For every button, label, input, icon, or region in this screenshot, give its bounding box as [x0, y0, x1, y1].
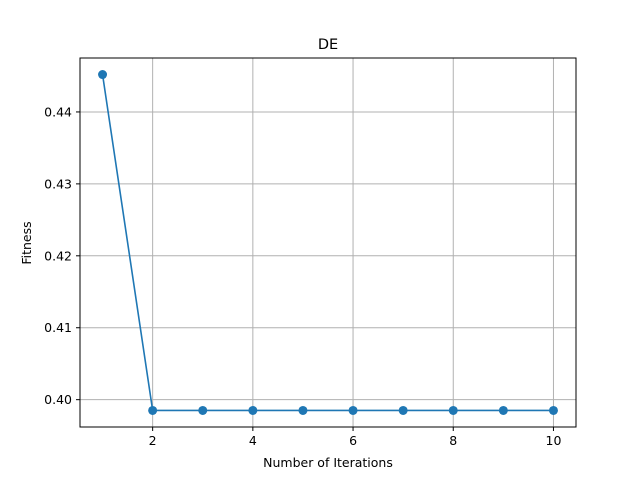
grid — [80, 58, 576, 427]
y-tick-label: 0.44 — [44, 104, 72, 119]
data-point — [348, 405, 358, 415]
y-axis-label: Fitness — [19, 221, 34, 264]
data-point — [548, 405, 558, 415]
y-tick-label: 0.41 — [44, 320, 72, 335]
data-point — [198, 405, 208, 415]
series-layer — [98, 70, 558, 415]
data-point — [498, 405, 508, 415]
data-point — [248, 405, 258, 415]
x-tick-label: 4 — [249, 433, 257, 448]
data-point — [448, 405, 458, 415]
plot-frame — [79, 57, 577, 428]
data-point — [398, 405, 408, 415]
y-tick-label: 0.40 — [44, 392, 72, 407]
x-axis-label: Number of Iterations — [263, 455, 393, 470]
series-line — [101, 74, 554, 412]
data-point — [298, 405, 308, 415]
x-tick-label: 2 — [149, 433, 157, 448]
data-point — [98, 70, 108, 80]
data-point — [148, 405, 158, 415]
ticks: 2 4 6 8 10 0.40 0.41 0.42 0.43 0.44 — [44, 104, 561, 448]
y-tick-label: 0.43 — [44, 176, 72, 191]
plot-background — [80, 58, 576, 427]
x-tick-label: 10 — [546, 433, 562, 448]
x-tick-label: 8 — [449, 433, 457, 448]
y-tick-label: 0.42 — [44, 248, 72, 263]
chart-title: DE — [318, 37, 338, 53]
x-tick-label: 6 — [349, 433, 357, 448]
